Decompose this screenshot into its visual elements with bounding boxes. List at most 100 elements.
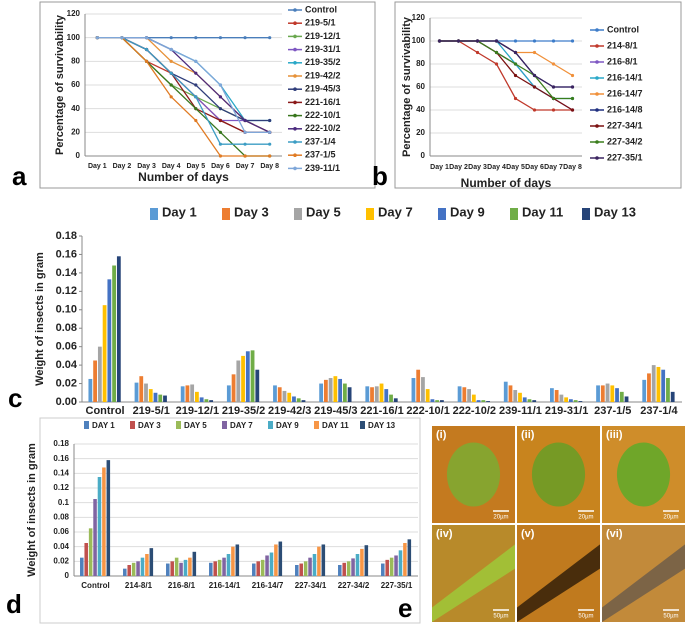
x-tick-label: 216-14/7 [252,581,284,590]
legend-swatch [360,421,365,429]
legend-swatch [222,421,227,429]
bar [269,552,274,576]
bar [226,554,231,576]
legend-swatch [176,421,181,429]
legend-label: 227-35/1 [607,152,643,162]
y-tick-label: 0.02 [53,556,69,565]
panel-label: b [372,161,388,191]
bar [139,376,144,402]
x-tick-label: 216-14/1 [209,581,241,590]
bar [467,389,471,402]
bar [656,366,661,402]
x-tick-label: Day 2 [449,164,468,171]
legend-swatch [314,421,319,429]
bar [398,550,403,576]
legend-label: DAY 9 [276,421,299,430]
legend-swatch [366,208,374,220]
bar [355,554,360,576]
bar [385,559,389,576]
y-axis-label: Weight of insects in gram [34,252,46,386]
bar [97,477,102,576]
bar [430,399,435,402]
bar [183,559,188,576]
bar [231,374,236,402]
bar [188,557,192,576]
legend-swatch [582,208,590,220]
bar [389,557,394,576]
bar [256,561,260,576]
panel-label: e [398,593,412,623]
bar [245,351,250,402]
panel-label: c [8,383,22,413]
image-label: (i) [436,429,447,441]
legend-label: DAY 7 [230,421,253,430]
legend-label: Day 7 [378,204,413,219]
bar [273,385,277,402]
x-tick-label: Control [81,581,109,590]
series-line [439,40,573,100]
x-tick-label: 227-35/1 [381,581,413,590]
x-tick-label: Day 1 [430,164,449,171]
y-tick-label: 0.16 [53,454,69,463]
panel-frame [39,417,421,624]
bar [149,548,154,576]
bar [486,401,490,402]
y-tick-label: 0.18 [56,230,77,242]
y-tick-label: 100 [412,36,426,45]
legend-label: 216-14/8 [607,104,643,114]
x-tick-label: 221-16/1 [360,405,403,417]
bar [389,394,393,402]
legend-label: Day 3 [234,204,269,219]
x-tick-label: Day 3 [468,164,487,171]
scale-label: 20µm [578,515,593,521]
bar [522,397,527,402]
tissue [616,442,671,507]
tissue [602,544,685,622]
bar [185,385,190,402]
bar [166,563,170,576]
bar [209,562,213,576]
bar [421,377,425,402]
bar [134,382,139,402]
x-tick-label: Day 8 [260,163,279,170]
bar [179,562,183,576]
bar [88,378,93,402]
tissue [531,442,586,507]
bar [265,555,269,576]
bar [518,392,522,402]
x-tick-label: Day 5 [506,164,525,171]
bar [102,467,106,576]
bar [217,559,222,576]
legend-marker [293,34,297,39]
y-axis-label: Weight of insects in gram [26,443,38,577]
bar [252,563,256,576]
legend-marker [595,44,599,48]
legend-label: 227-34/1 [607,120,643,130]
bar [370,387,374,402]
image-label: (v) [521,528,535,540]
legend-label: 219-31/1 [305,44,341,54]
bar [236,360,241,402]
bar [319,383,324,402]
legend-swatch [150,208,158,220]
bar [338,378,343,402]
bar [559,394,564,402]
bar [301,400,306,402]
legend-label: Control [305,4,337,14]
legend-label: 222-10/1 [305,110,341,120]
x-tick-label: Day 2 [113,163,132,170]
bar [277,387,282,402]
bar [615,388,619,402]
legend-swatch [294,208,302,220]
legend-label: 239-11/1 [305,163,340,173]
x-tick-label: Day 6 [525,164,544,171]
bar [145,554,149,576]
x-tick-label: 237-1/5 [594,405,631,417]
bar [148,389,153,402]
panel-label: a [12,161,27,191]
bar [213,561,217,576]
x-tick-label: 219-42/3 [268,405,311,417]
bar [532,400,537,402]
x-tick-label: 227-34/1 [295,581,327,590]
legend-swatch [268,421,273,429]
